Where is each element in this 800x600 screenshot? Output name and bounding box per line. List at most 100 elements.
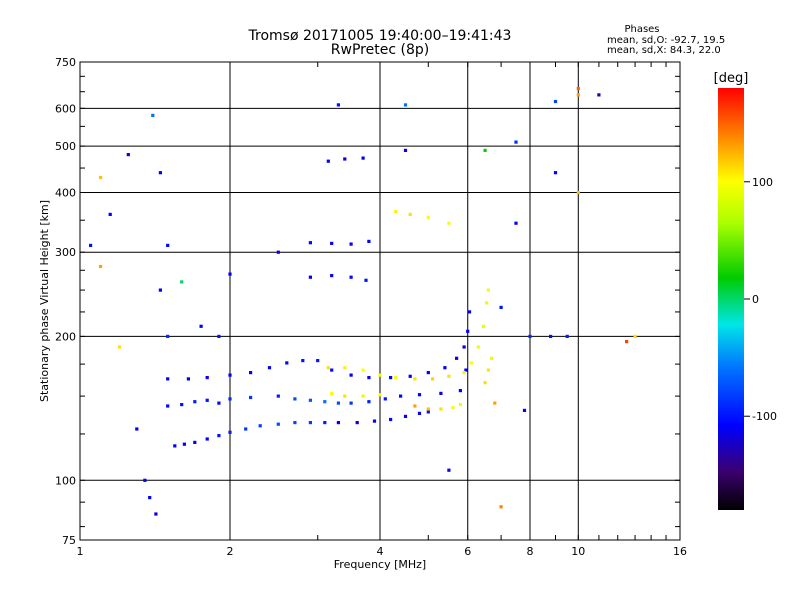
data-point — [417, 393, 422, 397]
data-point — [394, 209, 398, 214]
y-tick-label: 300 — [55, 246, 76, 259]
phases-o-stats: mean, sd,O: -92.7, 19.5 — [607, 35, 725, 46]
data-point — [293, 421, 297, 425]
data-point — [486, 368, 490, 372]
data-point — [408, 212, 412, 216]
data-point — [228, 373, 232, 377]
data-point — [469, 361, 473, 365]
data-point — [549, 334, 553, 338]
data-point — [336, 401, 340, 405]
data-point — [413, 377, 417, 381]
x-tick-label: 8 — [527, 545, 534, 558]
chart-title: Tromsø 20171005 19:40:00–19:41:43 — [248, 28, 512, 44]
data-point — [126, 153, 130, 157]
data-point — [276, 250, 280, 254]
y-tick-label: 750 — [55, 56, 76, 69]
data-point — [316, 359, 320, 363]
data-point — [151, 113, 155, 117]
data-point — [367, 400, 371, 404]
data-point — [466, 329, 470, 333]
data-point — [490, 356, 494, 360]
data-point — [576, 93, 580, 97]
y-tick-label: 200 — [55, 330, 76, 343]
colorbar-tick-label: -100 — [752, 410, 777, 423]
data-point — [285, 361, 289, 365]
data-point — [330, 274, 334, 278]
data-point — [439, 407, 443, 411]
data-point — [426, 371, 430, 375]
data-point — [447, 221, 451, 225]
data-point — [217, 434, 221, 438]
data-point — [462, 345, 466, 349]
data-point — [367, 239, 371, 243]
data-point — [514, 140, 518, 144]
data-point — [458, 389, 462, 393]
data-point — [99, 264, 103, 269]
data-point — [323, 400, 327, 404]
data-point — [364, 278, 368, 282]
data-point — [173, 444, 177, 448]
y-axis-label: Stationary phase Virtual Height [km] — [38, 200, 51, 402]
data-point — [455, 356, 459, 360]
phases-title: Phases — [624, 24, 659, 35]
grid-lines — [80, 62, 680, 540]
data-point — [514, 221, 518, 225]
data-point — [426, 215, 430, 219]
data-point — [378, 373, 382, 377]
data-point — [166, 243, 170, 247]
data-point — [99, 175, 103, 180]
data-point — [367, 376, 371, 380]
data-point — [403, 148, 408, 152]
data-point — [349, 373, 353, 377]
data-point — [249, 371, 253, 375]
data-point — [336, 421, 340, 425]
data-point — [361, 394, 365, 398]
data-point — [326, 366, 330, 370]
data-point — [108, 212, 112, 216]
colorbar-tick-label: 100 — [752, 176, 773, 189]
data-point — [308, 275, 312, 279]
data-point — [182, 442, 186, 446]
data-point — [258, 424, 262, 428]
data-point — [336, 103, 340, 107]
data-point — [458, 403, 462, 407]
data-point — [343, 366, 347, 370]
data-point — [499, 505, 503, 509]
data-point — [217, 334, 221, 338]
colorbar-ticks: 100 0 -100 — [744, 176, 777, 423]
colorbar — [718, 88, 744, 510]
data-points — [89, 86, 637, 516]
data-point — [625, 340, 629, 344]
data-point — [117, 345, 122, 349]
data-point — [293, 397, 297, 401]
x-axis-label: Frequency [MHz] — [334, 558, 426, 571]
data-point — [597, 93, 601, 97]
phases-info: Phases mean, sd,O: -92.7, 19.5 mean, sd,… — [607, 24, 725, 56]
data-point — [89, 243, 93, 247]
data-point — [323, 421, 327, 425]
data-point — [193, 400, 197, 404]
data-point — [528, 334, 532, 338]
data-point — [205, 398, 209, 402]
chart-title-block: Tromsø 20171005 19:40:00–19:41:43 RwPret… — [248, 28, 512, 58]
data-point — [426, 410, 430, 414]
data-point — [166, 334, 170, 338]
data-point — [343, 157, 347, 161]
x-tick-label: 16 — [673, 545, 687, 558]
data-point — [301, 359, 305, 363]
data-point — [462, 371, 466, 375]
x-tick-label: 2 — [227, 545, 234, 558]
data-point — [217, 401, 221, 405]
data-point — [154, 512, 158, 516]
x-tick-label: 10 — [571, 545, 585, 558]
data-point — [148, 496, 152, 500]
data-point — [633, 334, 637, 338]
chart-subtitle: RwPretec (8p) — [331, 42, 429, 58]
data-point — [464, 368, 468, 372]
y-axis-ticks: 75 100 200 300 400 500 600 750 — [55, 56, 680, 547]
data-point — [553, 171, 558, 175]
x-tick-label: 4 — [377, 545, 384, 558]
data-point — [486, 288, 490, 292]
data-point — [244, 427, 248, 431]
